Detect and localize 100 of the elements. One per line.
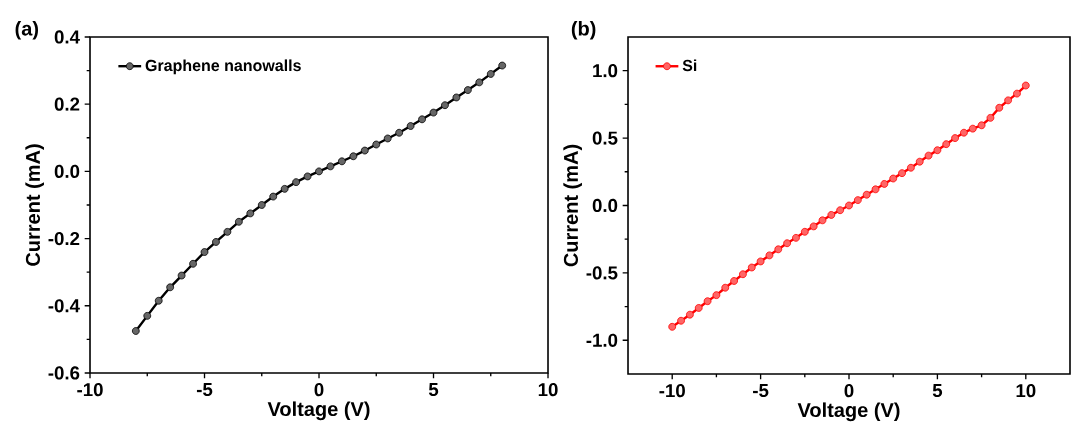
- x-tick-label: -5: [196, 383, 213, 397]
- point: [898, 169, 906, 177]
- point: [915, 157, 924, 166]
- point: [747, 263, 756, 272]
- point: [406, 122, 415, 130]
- point: [951, 134, 959, 142]
- point: [712, 291, 721, 299]
- y-tick-label: 0.0: [592, 198, 618, 213]
- legend-label: Si: [682, 59, 697, 72]
- point: [234, 217, 243, 226]
- point: [995, 103, 1004, 112]
- point: [1013, 89, 1021, 98]
- point: [924, 151, 933, 160]
- point: [463, 86, 472, 94]
- point: [280, 185, 289, 193]
- y-tick-label: -1.0: [586, 333, 618, 347]
- point: [968, 124, 977, 133]
- point: [1021, 81, 1030, 90]
- point: [383, 134, 392, 143]
- x-tick-label: 0: [314, 383, 324, 397]
- point: [429, 108, 438, 117]
- point: [730, 277, 738, 285]
- x-tick-label: 0: [844, 384, 854, 398]
- point: [486, 70, 495, 78]
- point: [395, 128, 404, 137]
- point: [933, 146, 942, 155]
- point: [200, 248, 209, 256]
- x-tick-label: -10: [659, 384, 685, 398]
- point: [721, 283, 730, 292]
- point: [269, 192, 278, 201]
- y-tick-label: -0.4: [48, 299, 80, 313]
- y-tick-label: 1.0: [593, 64, 618, 78]
- point: [315, 167, 323, 176]
- y-tick-label: -0.2: [48, 231, 80, 246]
- point: [792, 233, 800, 242]
- point: [942, 140, 951, 149]
- legend-label: Graphene nanowalls: [145, 59, 301, 75]
- point: [800, 227, 809, 236]
- point: [677, 316, 685, 325]
- y-tick-label: -0.5: [586, 266, 618, 280]
- point: [756, 257, 765, 266]
- chart-title: (a): [15, 20, 39, 40]
- point: [694, 304, 703, 312]
- x-tick-label: 10: [1016, 384, 1036, 398]
- point: [177, 271, 186, 280]
- point: [372, 140, 381, 149]
- point: [498, 61, 507, 70]
- y-tick-label: -0.6: [48, 366, 80, 380]
- point: [827, 211, 836, 219]
- point: [257, 201, 266, 209]
- point: [783, 239, 791, 248]
- point: [986, 114, 995, 122]
- point: [154, 296, 163, 305]
- x-axis-title: Voltage (V): [797, 402, 900, 422]
- point: [475, 78, 484, 87]
- point: [189, 259, 197, 268]
- point: [889, 174, 898, 183]
- point: [668, 322, 677, 331]
- point: [349, 152, 358, 161]
- point: [836, 206, 845, 215]
- point: [845, 201, 853, 210]
- point: [212, 238, 220, 246]
- x-tick-label: 5: [428, 383, 439, 397]
- point: [739, 270, 747, 279]
- y-tick-label: 0.0: [54, 164, 80, 178]
- point: [774, 245, 783, 254]
- y-tick-label: 0.2: [54, 97, 80, 111]
- point: [326, 162, 335, 171]
- x-tick-label: 5: [932, 384, 943, 398]
- point: [223, 228, 232, 236]
- point: [418, 115, 426, 124]
- y-axis-title: Current (mA): [563, 144, 582, 267]
- point: [960, 128, 968, 137]
- point: [131, 327, 140, 335]
- point: [871, 185, 880, 194]
- point: [907, 163, 915, 172]
- point: [292, 178, 300, 187]
- point: [143, 312, 152, 320]
- point: [862, 190, 871, 199]
- point: [452, 93, 461, 102]
- point: [246, 209, 255, 218]
- point: [303, 172, 312, 181]
- point: [765, 251, 774, 260]
- point: [853, 196, 862, 204]
- y-tick-label: 0.4: [54, 30, 80, 44]
- point: [166, 283, 175, 292]
- y-axis-title: Current (mA): [25, 144, 44, 266]
- point: [441, 101, 449, 110]
- point: [880, 180, 889, 188]
- point: [818, 216, 827, 225]
- point: [686, 310, 694, 319]
- chart-title: (b): [571, 20, 596, 40]
- x-tick-label: -10: [77, 383, 103, 397]
- y-tick-label: 0.5: [592, 131, 618, 145]
- point: [703, 297, 712, 306]
- x-tick-label: -5: [753, 384, 769, 398]
- point: [360, 146, 369, 155]
- point: [809, 222, 818, 231]
- point: [1004, 96, 1012, 105]
- point: [338, 157, 346, 166]
